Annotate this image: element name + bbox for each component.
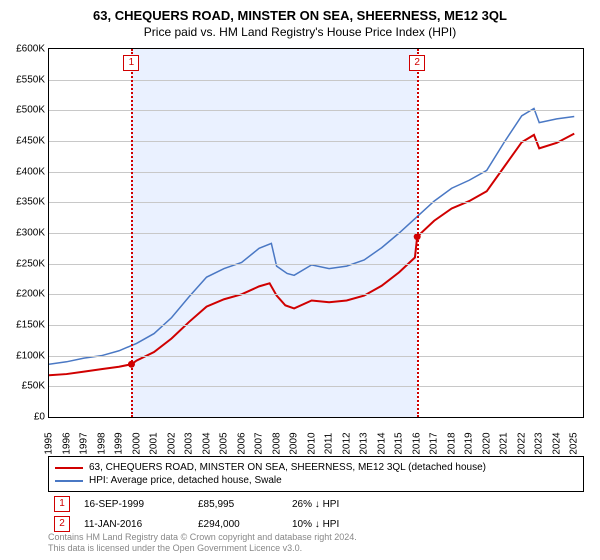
x-axis-label: 1999 xyxy=(114,429,125,459)
chart-subtitle: Price paid vs. HM Land Registry's House … xyxy=(0,23,600,39)
sale-row: 2 11-JAN-2016 £294,000 10% ↓ HPI xyxy=(48,514,584,534)
y-axis-label: £150K xyxy=(3,320,45,331)
chart-title: 63, CHEQUERS ROAD, MINSTER ON SEA, SHEER… xyxy=(0,0,600,23)
y-axis-label: £450K xyxy=(3,136,45,147)
legend-item-hpi: HPI: Average price, detached house, Swal… xyxy=(55,474,577,487)
footer-line: This data is licensed under the Open Gov… xyxy=(48,543,357,554)
x-axis-label: 2002 xyxy=(166,429,177,459)
sale-marker-icon: 1 xyxy=(123,55,139,71)
y-axis-label: £300K xyxy=(3,228,45,239)
y-axis-label: £0 xyxy=(3,412,45,423)
x-axis-label: 2014 xyxy=(376,429,387,459)
legend-label-hpi: HPI: Average price, detached house, Swal… xyxy=(89,475,282,486)
sale-price: £85,995 xyxy=(198,499,278,510)
chart-area: £0£50K£100K£150K£200K£250K£300K£350K£400… xyxy=(48,48,584,418)
sale-marker-icon: 2 xyxy=(54,516,70,532)
sale-delta: 26% ↓ HPI xyxy=(292,499,392,510)
y-axis-label: £550K xyxy=(3,74,45,85)
x-axis-label: 2015 xyxy=(394,429,405,459)
x-axis-label: 2006 xyxy=(236,429,247,459)
y-axis-label: £350K xyxy=(3,197,45,208)
x-axis-label: 2012 xyxy=(341,429,352,459)
legend-box: 63, CHEQUERS ROAD, MINSTER ON SEA, SHEER… xyxy=(48,456,584,492)
footer-line: Contains HM Land Registry data © Crown c… xyxy=(48,532,357,543)
y-axis-label: £250K xyxy=(3,258,45,269)
y-axis-label: £200K xyxy=(3,289,45,300)
y-axis-label: £50K xyxy=(3,381,45,392)
x-axis-label: 2022 xyxy=(516,429,527,459)
x-axis-label: 1997 xyxy=(79,429,90,459)
x-axis-label: 2010 xyxy=(306,429,317,459)
x-axis-label: 2018 xyxy=(446,429,457,459)
sale-row: 1 16-SEP-1999 £85,995 26% ↓ HPI xyxy=(48,494,584,514)
x-axis-label: 2003 xyxy=(184,429,195,459)
x-axis-label: 2013 xyxy=(359,429,370,459)
sale-marker-icon: 1 xyxy=(54,496,70,512)
y-axis-label: £100K xyxy=(3,350,45,361)
y-axis-label: £600K xyxy=(3,44,45,55)
x-axis-label: 2025 xyxy=(569,429,580,459)
legend-swatch-hpi xyxy=(55,480,83,482)
x-axis-label: 2005 xyxy=(219,429,230,459)
sales-table: 1 16-SEP-1999 £85,995 26% ↓ HPI 2 11-JAN… xyxy=(48,494,584,534)
x-axis-label: 1996 xyxy=(61,429,72,459)
x-axis-label: 2020 xyxy=(481,429,492,459)
sale-price: £294,000 xyxy=(198,519,278,530)
sale-date: 11-JAN-2016 xyxy=(84,519,184,530)
x-axis-label: 2017 xyxy=(429,429,440,459)
x-axis-label: 1995 xyxy=(44,429,55,459)
sale-marker-icon: 2 xyxy=(409,55,425,71)
x-axis-label: 1998 xyxy=(96,429,107,459)
x-axis-label: 2009 xyxy=(289,429,300,459)
x-axis-label: 2007 xyxy=(254,429,265,459)
y-axis-label: £400K xyxy=(3,166,45,177)
x-axis-label: 2000 xyxy=(131,429,142,459)
x-axis-label: 2023 xyxy=(534,429,545,459)
x-axis-label: 2004 xyxy=(201,429,212,459)
x-axis-label: 2016 xyxy=(411,429,422,459)
x-axis-label: 2024 xyxy=(551,429,562,459)
legend-swatch-price-paid xyxy=(55,467,83,469)
sale-date: 16-SEP-1999 xyxy=(84,499,184,510)
x-axis-label: 2008 xyxy=(271,429,282,459)
sale-delta: 10% ↓ HPI xyxy=(292,519,392,530)
chart-container: 63, CHEQUERS ROAD, MINSTER ON SEA, SHEER… xyxy=(0,0,600,560)
footer-attribution: Contains HM Land Registry data © Crown c… xyxy=(48,532,357,554)
x-axis-label: 2001 xyxy=(149,429,160,459)
legend-item-price-paid: 63, CHEQUERS ROAD, MINSTER ON SEA, SHEER… xyxy=(55,461,577,474)
x-axis-label: 2021 xyxy=(499,429,510,459)
x-axis-label: 2019 xyxy=(464,429,475,459)
x-axis-label: 2011 xyxy=(324,429,335,459)
legend-label-price-paid: 63, CHEQUERS ROAD, MINSTER ON SEA, SHEER… xyxy=(89,462,486,473)
plot-region: £0£50K£100K£150K£200K£250K£300K£350K£400… xyxy=(48,48,584,418)
y-axis-label: £500K xyxy=(3,105,45,116)
